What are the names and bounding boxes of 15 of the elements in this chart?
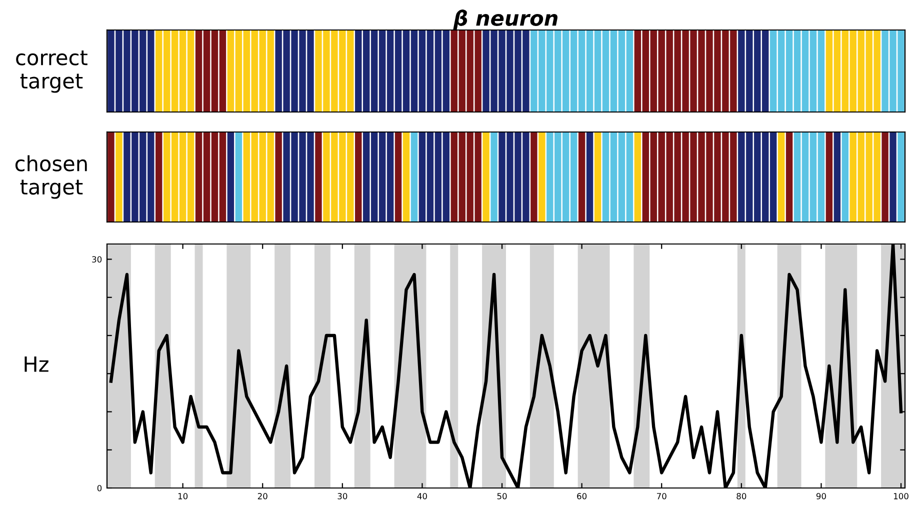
x-tick-label: 40 [417, 493, 427, 500]
x-tick-label: 70 [656, 493, 666, 500]
y-axis-title: Hz [24, 356, 48, 372]
x-tick-label: 50 [497, 493, 507, 500]
y-axis-title: correct target [16, 50, 88, 93]
x-tick-label: 10 [178, 493, 188, 500]
x-tick-label: 100 [894, 493, 908, 500]
x-tick-label: 20 [258, 493, 268, 500]
y-axis-title: chosen target [15, 155, 87, 199]
x-tick-label: 60 [577, 493, 587, 500]
x-tick-label: 90 [816, 493, 826, 500]
chart-title: β neuron [453, 10, 558, 30]
x-tick-label: 30 [338, 493, 348, 500]
y-tick-label: 0 [97, 484, 102, 492]
x-tick-label: 80 [736, 493, 746, 500]
